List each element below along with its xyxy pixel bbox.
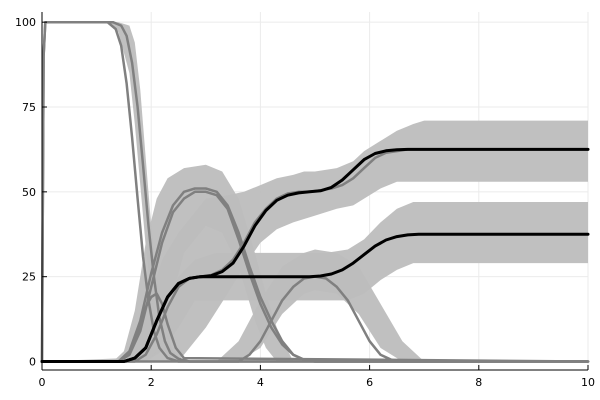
y-tick-label: 50	[22, 186, 36, 199]
x-tick-label: 10	[581, 376, 595, 389]
x-tick-label: 6	[366, 376, 373, 389]
x-tick-label: 4	[257, 376, 264, 389]
grey-series-line-5	[40, 187, 590, 363]
x-tick-label: 0	[39, 376, 46, 389]
y-tick-label: 0	[29, 356, 36, 369]
uncertainty-band-4	[42, 249, 588, 362]
uncertainty-bands	[42, 22, 588, 362]
x-tick-label: 8	[475, 376, 482, 389]
grey-series-line-2	[40, 20, 590, 363]
axes	[41, 12, 589, 371]
x-tick-label: 2	[148, 376, 155, 389]
black-series-line-9	[40, 232, 590, 363]
y-tick-label: 75	[22, 101, 36, 114]
grey-series-line-6	[40, 275, 590, 363]
uncertainty-band-3	[42, 164, 588, 362]
y-tick-label: 25	[22, 271, 36, 284]
grey-series-line-7	[40, 148, 590, 363]
y-tick-label: 100	[15, 16, 36, 29]
series-lines	[40, 20, 590, 363]
